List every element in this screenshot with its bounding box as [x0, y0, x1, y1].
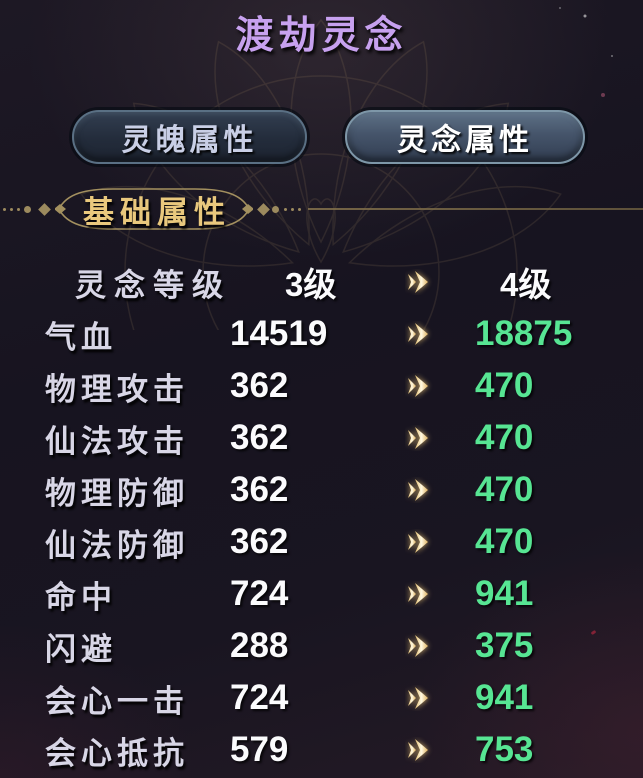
upgrade-arrow-icon [365, 477, 475, 503]
upgrade-arrow-icon [365, 581, 475, 607]
attribute-label: 会心一击 [45, 683, 189, 719]
upgrade-arrow-icon [365, 633, 475, 659]
attribute-label: 物理防御 [45, 475, 189, 511]
attribute-row: 仙法攻击 362 470 [0, 412, 643, 464]
attribute-label: 仙法防御 [45, 527, 189, 563]
attribute-row: 灵念等级 3级 4级 [0, 256, 643, 308]
attribute-label: 会心抵抗 [45, 735, 189, 771]
upgrade-arrow-icon [365, 737, 475, 763]
tab-bar: 灵魄属性 灵念属性 [0, 110, 643, 164]
divider-dot [17, 207, 20, 211]
attribute-row: 气血 14519 18875 [0, 308, 643, 360]
current-value: 362 [230, 470, 289, 509]
next-value: 470 [475, 366, 534, 405]
next-value: 470 [475, 522, 534, 561]
attribute-label: 灵念等级 [75, 267, 231, 303]
attribute-label: 命中 [45, 579, 117, 615]
diamond-ornament-icon [38, 202, 51, 216]
divider-dot [284, 207, 287, 211]
divider-dot [10, 207, 13, 211]
diamond-ornament-icon [257, 202, 270, 216]
divider-line [308, 208, 643, 210]
attribute-row: 命中 724 941 [0, 568, 643, 620]
attribute-row: 物理攻击 362 470 [0, 360, 643, 412]
upgrade-arrow-icon [365, 685, 475, 711]
current-value: 288 [230, 626, 289, 665]
current-value: 362 [230, 418, 289, 457]
upgrade-arrow-icon [365, 425, 475, 451]
next-value: 470 [475, 418, 534, 457]
upgrade-arrow-icon [365, 321, 475, 347]
divider-dot [291, 207, 294, 211]
attribute-row: 闪避 288 375 [0, 620, 643, 672]
current-value: 362 [230, 522, 289, 561]
divider-dot-large [24, 205, 31, 213]
next-value: 18875 [475, 314, 573, 353]
tab-mind-attributes[interactable]: 灵念属性 [345, 110, 585, 164]
gold-cartouche-border [55, 188, 253, 230]
divider-dot [3, 207, 6, 211]
next-value: 4级 [500, 266, 552, 303]
attribute-row: 会心抵抗 579 753 [0, 724, 643, 776]
attribute-row: 会心一击 724 941 [0, 672, 643, 724]
next-value: 941 [475, 678, 534, 717]
next-value: 941 [475, 574, 534, 613]
tab-soul-attributes[interactable]: 灵魄属性 [72, 110, 307, 164]
next-value: 753 [475, 730, 534, 769]
page-title: 渡劫灵念 [235, 15, 408, 57]
current-value: 3级 [285, 266, 337, 303]
upgrade-arrow-icon [365, 373, 475, 399]
next-value: 470 [475, 470, 534, 509]
current-value: 724 [230, 574, 289, 613]
attribute-row: 物理防御 362 470 [0, 464, 643, 516]
section-title-frame: 基础属性 [55, 186, 253, 232]
attribute-comparison-table: 灵念等级 3级 4级 [0, 256, 643, 776]
divider-dot [298, 207, 301, 211]
divider-dot-large [272, 205, 279, 213]
attribute-row: 仙法防御 362 470 [0, 516, 643, 568]
current-value: 579 [230, 730, 289, 769]
upgrade-arrow-icon [365, 269, 475, 295]
attribute-label: 气血 [45, 319, 117, 355]
next-value: 375 [475, 626, 534, 665]
section-header-basic-attributes: 基础属性 [0, 186, 643, 232]
attribute-label: 闪避 [45, 631, 117, 667]
attribute-label: 物理攻击 [45, 371, 189, 407]
current-value: 362 [230, 366, 289, 405]
current-value: 14519 [230, 314, 328, 353]
section-title: 基础属性 [83, 194, 231, 230]
current-value: 724 [230, 678, 289, 717]
upgrade-arrow-icon [365, 529, 475, 555]
attribute-label: 仙法攻击 [45, 423, 189, 459]
